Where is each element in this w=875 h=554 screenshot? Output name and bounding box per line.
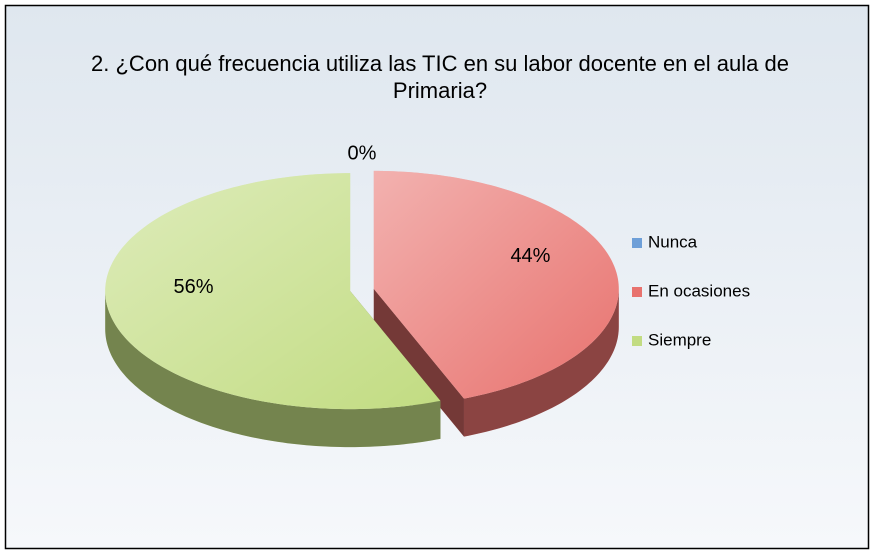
chart-title: 2. ¿Con qué frecuencia utiliza las TIC e… — [91, 51, 789, 103]
legend-swatch — [632, 238, 642, 248]
data-label: 44% — [510, 245, 550, 267]
slice-edge-shade — [373, 288, 464, 437]
slice-side — [463, 288, 619, 437]
data-label: 0% — [348, 143, 377, 165]
legend-swatch — [632, 287, 642, 297]
data-label: 56% — [174, 276, 214, 298]
slice-shine — [105, 173, 441, 410]
slice-side-shade — [463, 288, 619, 437]
legend-swatch — [632, 336, 642, 346]
legend-label: Nunca — [648, 232, 698, 251]
slice-shine — [373, 170, 619, 399]
legend-label: En ocasiones — [648, 281, 750, 300]
slice-side — [105, 291, 441, 448]
slice-side-shade — [105, 291, 441, 448]
legend-label: Siempre — [648, 330, 711, 349]
